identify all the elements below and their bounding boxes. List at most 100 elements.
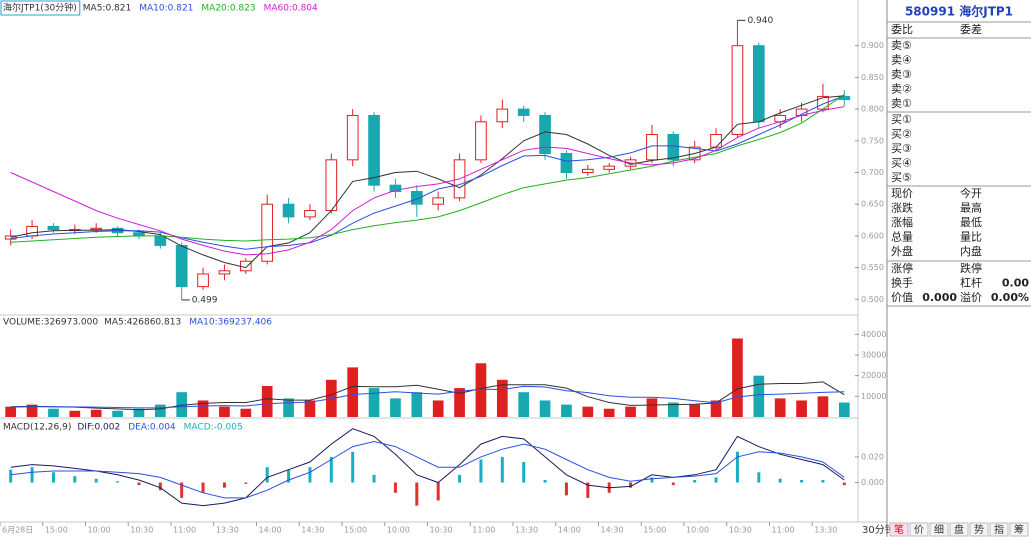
candle-body: [26, 225, 38, 237]
tab-label[interactable]: 筹: [1014, 523, 1024, 536]
buy-label: 买①: [891, 113, 912, 126]
stat-label: 最高: [960, 201, 982, 215]
candle-body: [90, 227, 103, 231]
y-tick-label: 0.500: [861, 295, 884, 304]
macd-bar: [393, 482, 397, 493]
volume-bar: [347, 367, 359, 417]
macd-bar: [842, 482, 846, 486]
volume-bar: [432, 400, 444, 417]
volume-bar: [240, 408, 252, 417]
volume-bar: [197, 400, 209, 417]
tab-label[interactable]: 价: [914, 524, 924, 536]
tab-label[interactable]: 盘: [954, 523, 964, 536]
x-tick-label: 14:30: [601, 526, 624, 535]
volume-bar: [774, 398, 786, 417]
volume-bar: [454, 388, 465, 417]
legend-item: MA10:0.821: [139, 4, 193, 14]
volume-bar: [219, 406, 230, 417]
macd-bar: [543, 479, 547, 483]
tab-label[interactable]: 细: [934, 523, 944, 536]
volume-bar: [26, 404, 38, 417]
tab-label[interactable]: 势: [974, 523, 984, 536]
x-tick-label: 13:30: [814, 526, 837, 535]
macd-bar: [180, 482, 184, 498]
macd-bar: [650, 477, 654, 483]
annotation-label: 0.940: [747, 16, 773, 26]
tab-box[interactable]: [989, 522, 1009, 537]
volume-bar: [689, 404, 701, 417]
legend-item: MACD:-0.005: [184, 423, 243, 433]
y-tick-label: 0.900: [861, 41, 884, 50]
x-tick-label: 14:00: [259, 526, 282, 535]
macd-bar: [586, 482, 590, 498]
macd-bar: [522, 462, 526, 483]
volume-bar: [496, 379, 508, 417]
tab-box[interactable]: [969, 522, 989, 537]
candle-body: [603, 165, 616, 170]
buy-label: 买⑤: [891, 171, 912, 184]
y-tick-label: 0.750: [861, 136, 884, 145]
macd-bar: [372, 474, 376, 483]
ma-line: [10, 385, 845, 409]
candle-body: [239, 260, 252, 272]
tab-label[interactable]: 笔: [894, 523, 904, 536]
candle-body: [517, 108, 530, 116]
quote-label: 委比: [891, 23, 913, 36]
macd-bar: [500, 456, 504, 483]
sell-label: 卖⑤: [891, 39, 912, 52]
volume-bar: [304, 400, 316, 417]
period-tab[interactable]: 30分钟: [862, 523, 895, 536]
candle-body: [368, 114, 380, 186]
panel-title: VOLUME:326973.000: [3, 318, 98, 328]
macd-bar: [94, 478, 98, 483]
macd-bar: [757, 472, 761, 483]
candle-body: [346, 114, 359, 161]
volume-bar: [796, 400, 807, 417]
volume-bar: [411, 392, 423, 417]
y-tick-label: 0.700: [861, 168, 884, 177]
panel-title: MACD(12,26,9): [3, 423, 71, 433]
x-tick-label: 10:30: [729, 526, 752, 535]
legend-item: MA20:0.823: [201, 4, 255, 14]
volume-bar: [539, 400, 551, 417]
legend-item: DEA:0.004: [128, 423, 176, 433]
quote-label: 委差: [960, 22, 982, 36]
macd-bar: [244, 482, 248, 484]
y-tick-label: 10000: [861, 392, 886, 401]
tab-box[interactable]: [909, 522, 929, 537]
tab-box[interactable]: [1009, 522, 1029, 537]
sell-label: 卖④: [891, 54, 912, 67]
legend-item: MA10:369237.406: [189, 318, 272, 328]
volume-bar: [561, 404, 572, 417]
candle-body: [154, 235, 167, 246]
ma-line: [10, 381, 845, 411]
tab-label[interactable]: 指: [994, 523, 1004, 536]
macd-bar: [800, 479, 804, 483]
y-tick-label: 0.850: [861, 73, 884, 82]
x-tick-label: 14:00: [558, 526, 581, 535]
tab-box[interactable]: [889, 522, 909, 537]
volume-bar: [732, 338, 743, 417]
annotation-label: 0.499: [192, 295, 218, 305]
x-tick-label: 10:00: [88, 526, 111, 535]
macd-bar: [222, 482, 226, 488]
x-tick-label: 11:00: [173, 526, 196, 535]
candle-body: [389, 184, 402, 193]
sell-label: 卖②: [891, 83, 912, 96]
candle-body: [752, 45, 765, 123]
volume-bar: [390, 398, 401, 417]
candle-body: [304, 210, 316, 218]
candle-body: [197, 273, 209, 288]
y-tick-label: 0.000: [861, 478, 884, 487]
macd-bar: [30, 467, 34, 483]
stat-label: 涨跌: [891, 201, 913, 215]
candle-body: [560, 152, 573, 174]
tab-box[interactable]: [929, 522, 949, 537]
limit-label: 涨停: [891, 261, 913, 275]
y-tick-label: 20000: [861, 371, 886, 380]
ma-line: [10, 95, 845, 269]
volume-bar: [176, 392, 188, 417]
tab-box[interactable]: [949, 522, 969, 537]
y-tick-label: 0.600: [861, 231, 884, 240]
